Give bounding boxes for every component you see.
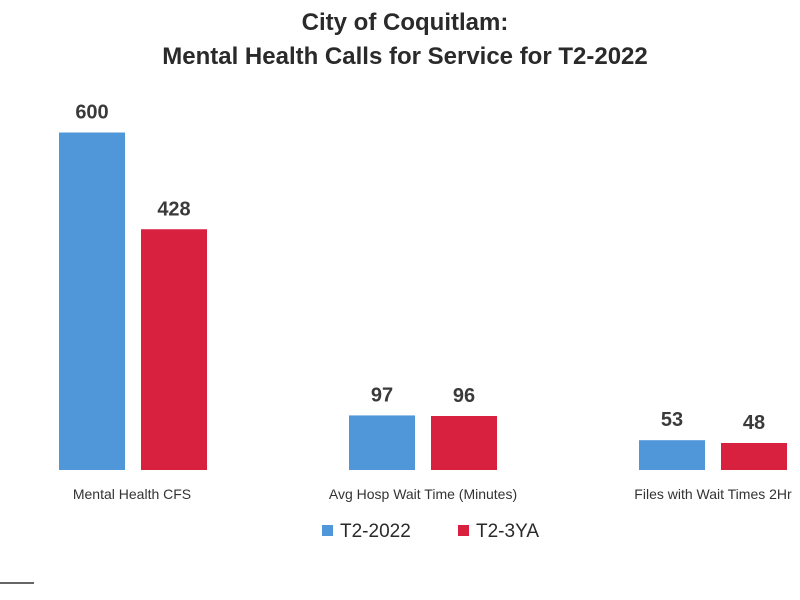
bar-t2-3ya-1 <box>431 416 497 470</box>
data-label-t2-3ya-2: 48 <box>743 412 765 434</box>
bar-t2-2022-2 <box>639 440 705 470</box>
chart-title-line-1: City of Coquitlam: <box>302 9 509 36</box>
data-label-t2-2022-2: 53 <box>661 409 683 431</box>
value-labels: 600 97 53 428 96 48 <box>75 102 765 435</box>
bar-t2-3ya-0 <box>141 229 207 470</box>
category-labels: Mental Health CFS Avg Hosp Wait Time (Min… <box>73 486 792 502</box>
data-label-t2-2022-0: 600 <box>75 102 108 124</box>
chart-title-line-2: Mental Health Calls for Service for T2-2… <box>162 43 648 70</box>
data-label-t2-2022-1: 97 <box>371 384 393 406</box>
bar-t2-3ya-2 <box>721 443 787 470</box>
legend: T2-2022 T2-3YA <box>322 521 539 542</box>
legend-label-t2-2022: T2-2022 <box>340 521 411 542</box>
bars <box>59 132 787 470</box>
legend-swatch-t2-3ya <box>458 525 469 536</box>
chart-title: City of Coquitlam: Mental Health Calls f… <box>162 9 648 70</box>
category-label-1: Avg Hosp Wait Time (Minutes) <box>329 486 517 502</box>
bar-t2-2022-0 <box>59 132 125 470</box>
legend-label-t2-3ya: T2-3YA <box>476 521 539 542</box>
legend-swatch-t2-2022 <box>322 525 333 536</box>
bar-t2-2022-1 <box>349 415 415 470</box>
category-label-2: Files with Wait Times 2Hr <box>634 486 792 502</box>
data-label-t2-3ya-1: 96 <box>453 385 475 407</box>
data-label-t2-3ya-0: 428 <box>157 198 190 220</box>
category-label-0: Mental Health CFS <box>73 486 191 502</box>
